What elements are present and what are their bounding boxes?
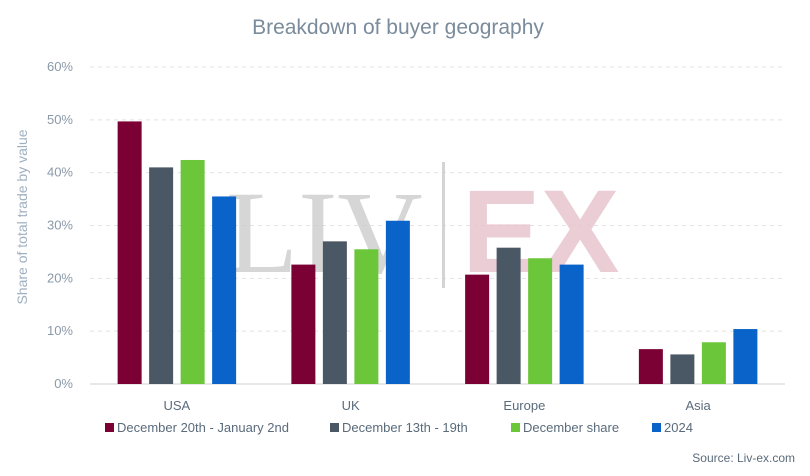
y-tick-label: 60% <box>47 59 73 74</box>
legend-label: 2024 <box>664 420 693 435</box>
bar-asia-series-1 <box>638 349 663 384</box>
bar-europe-series-1 <box>465 274 490 384</box>
bar-usa-series-2 <box>149 167 174 384</box>
y-tick-label: 20% <box>47 270 73 285</box>
y-tick-label: 0% <box>54 376 73 391</box>
y-axis-ticks: 0% 10% 20% 30% 40% 50% 60% <box>47 59 73 391</box>
y-tick-label: 30% <box>47 218 73 233</box>
bar-europe-series-4 <box>559 264 584 384</box>
legend-swatch <box>511 423 520 432</box>
bar-uk-series-2 <box>322 241 347 384</box>
y-axis-label: Share of total trade by value <box>14 129 30 304</box>
legend-label: December 13th - 19th <box>342 420 468 435</box>
bar-europe-series-2 <box>496 247 521 384</box>
bar-usa-series-4 <box>212 196 237 384</box>
legend-label: December 20th - January 2nd <box>117 420 289 435</box>
legend-swatch <box>330 423 339 432</box>
x-category-label: Europe <box>503 398 545 413</box>
bar-asia-series-4 <box>733 329 758 384</box>
x-axis-categories: USA UK Europe Asia <box>164 398 712 413</box>
bar-asia-series-3 <box>701 342 726 384</box>
legend: December 20th - January 2nd December 13th… <box>105 420 693 435</box>
bar-asia-series-2 <box>670 354 695 384</box>
bar-usa-series-3 <box>180 159 205 384</box>
bar-uk-series-3 <box>354 249 379 384</box>
gridlines <box>90 66 785 385</box>
chart-title: Breakdown of buyer geography <box>252 16 544 39</box>
y-tick-label: 40% <box>47 165 73 180</box>
y-tick-label: 10% <box>47 323 73 338</box>
watermark-divider <box>442 162 445 288</box>
legend-swatch <box>105 423 114 432</box>
y-tick-label: 50% <box>47 112 73 127</box>
x-category-label: Asia <box>685 398 711 413</box>
source-label: Source: Liv-ex.com <box>692 451 795 465</box>
legend-swatch <box>652 423 661 432</box>
bar-europe-series-3 <box>528 258 553 384</box>
bar-uk-series-4 <box>385 220 410 384</box>
bar-usa-series-1 <box>117 121 142 384</box>
bars <box>117 121 758 384</box>
bar-uk-series-1 <box>291 264 316 384</box>
x-category-label: UK <box>342 398 360 413</box>
x-category-label: USA <box>164 398 191 413</box>
legend-label: December share <box>523 420 619 435</box>
